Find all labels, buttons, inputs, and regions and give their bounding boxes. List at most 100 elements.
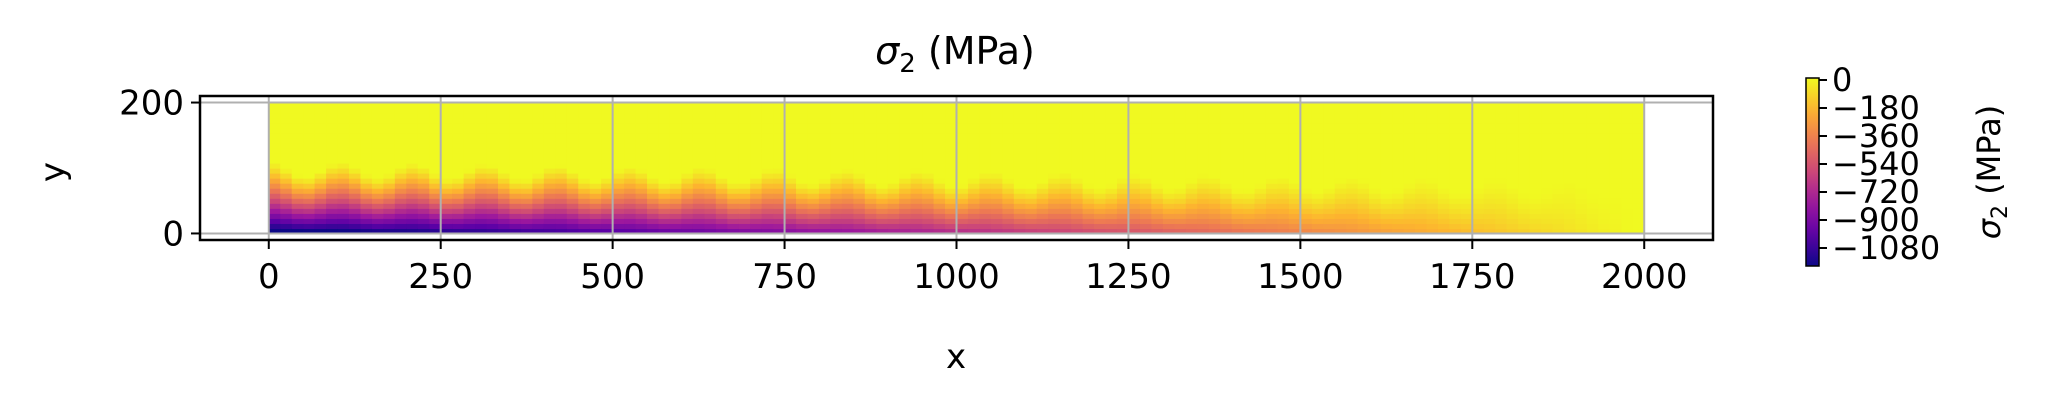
field-cell [486, 127, 499, 134]
field-cell [1071, 152, 1084, 159]
field-cell [1162, 157, 1175, 164]
field-cell [291, 142, 304, 149]
field-cell [532, 152, 545, 159]
field-cell [1231, 223, 1244, 230]
field-cell [692, 127, 705, 134]
field-cell [945, 198, 958, 204]
field-cell [555, 208, 568, 214]
field-cell [520, 213, 534, 219]
field-cell [1243, 147, 1256, 154]
field-cell [1185, 168, 1198, 174]
field-cell [509, 213, 522, 219]
field-cell [1506, 107, 1519, 114]
field-cell [1575, 122, 1588, 129]
field-cell [440, 107, 453, 114]
field-cell [933, 203, 946, 209]
field-cell [818, 198, 832, 204]
field-cell [784, 107, 797, 114]
field-cell [1323, 107, 1336, 114]
field-cell [1460, 112, 1473, 119]
field-cell [601, 208, 614, 214]
field-cell [1082, 102, 1095, 109]
field-cell [383, 183, 396, 189]
field-cell [1541, 228, 1554, 235]
field-cell [1552, 142, 1565, 149]
field-cell [922, 173, 935, 179]
field-cell [761, 102, 774, 109]
field-cell [945, 127, 958, 134]
field-cell [910, 188, 923, 194]
field-cell [326, 223, 339, 230]
field-cell [1621, 203, 1634, 209]
field-cell [681, 228, 694, 235]
field-cell [647, 193, 660, 199]
field-cell [1139, 142, 1152, 149]
field-cell [1105, 102, 1118, 109]
field-cell [303, 142, 316, 149]
field-cell [1082, 183, 1095, 189]
field-cell [1483, 178, 1496, 184]
field-cell [1002, 157, 1015, 164]
field-cell [1460, 183, 1473, 189]
field-cell [1609, 168, 1622, 174]
field-cell [658, 168, 671, 174]
field-cell [1518, 162, 1531, 169]
field-cell [1357, 162, 1370, 169]
field-cell [956, 137, 969, 144]
field-cell [1197, 173, 1210, 179]
field-cell [1414, 168, 1428, 174]
field-cell [647, 147, 660, 154]
field-cell [1231, 147, 1244, 154]
field-cell [429, 122, 442, 129]
field-cell [1575, 168, 1588, 174]
field-cell [291, 162, 304, 169]
field-cell [1586, 168, 1599, 174]
field-cell [509, 203, 522, 209]
field-cell [314, 188, 327, 194]
field-cell [268, 213, 281, 219]
field-cell [1013, 132, 1026, 139]
field-cell [360, 127, 373, 134]
field-cell [784, 127, 797, 134]
field-cell [796, 132, 809, 139]
field-cell [1220, 168, 1233, 174]
field-cell [1323, 117, 1336, 124]
field-cell [658, 188, 671, 194]
field-cell [1403, 102, 1416, 109]
field-cell [291, 127, 304, 134]
field-cell [1346, 218, 1359, 224]
field-cell [371, 198, 384, 204]
field-cell [1598, 152, 1611, 159]
field-cell [1128, 188, 1141, 194]
field-cell [1323, 173, 1336, 179]
field-cell [1243, 193, 1256, 199]
field-cell [1162, 127, 1175, 134]
field-cell [1128, 162, 1141, 169]
field-cell [1116, 213, 1130, 219]
field-cell [1311, 223, 1324, 230]
chart-title: σ2 (MPa) [875, 29, 1035, 79]
field-cell [1243, 213, 1256, 219]
field-cell [601, 178, 614, 184]
field-cell [291, 132, 304, 139]
field-cell [669, 193, 683, 199]
field-cell [784, 188, 797, 194]
field-cell [1586, 203, 1599, 209]
field-cell [727, 132, 740, 139]
x-tick-label: 1000 [913, 257, 1000, 297]
field-cell [1586, 137, 1599, 144]
field-cell [291, 117, 304, 124]
field-cell [1013, 112, 1026, 119]
field-cell [1334, 107, 1347, 114]
colorbar-tick-label: −360 [1832, 117, 1920, 155]
field-cell [280, 223, 293, 230]
field-cell [1231, 137, 1244, 144]
field-cell [1437, 178, 1450, 184]
field-cell [1518, 213, 1531, 219]
field-cell [1369, 193, 1382, 199]
field-cell [624, 168, 637, 174]
field-cell [1036, 147, 1049, 154]
field-cell [784, 137, 797, 144]
field-cell [509, 127, 522, 134]
field-cell [796, 112, 809, 119]
